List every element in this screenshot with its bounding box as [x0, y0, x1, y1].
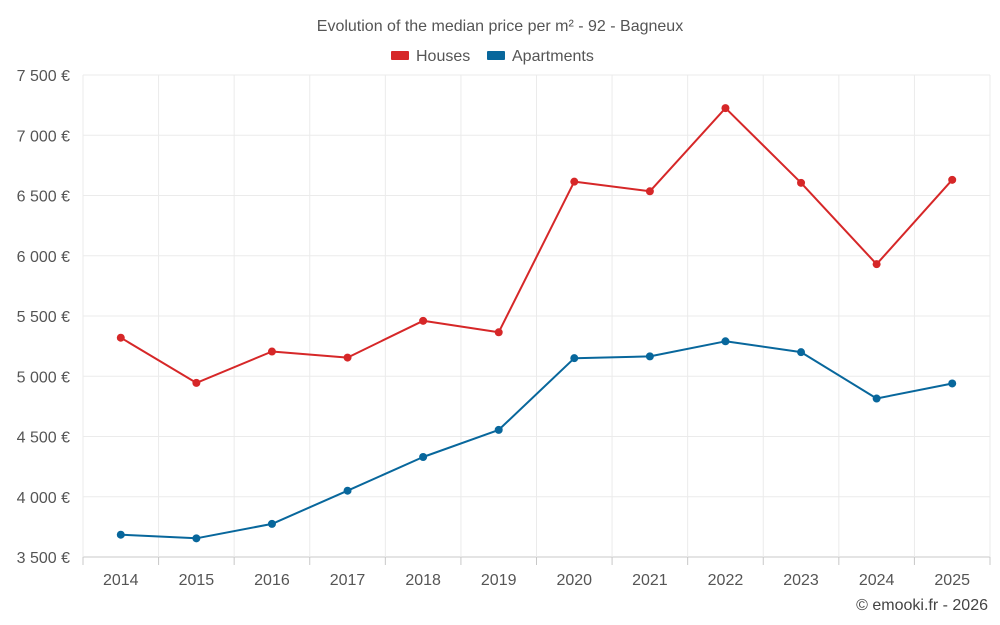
y-tick-label: 7 500 €: [17, 68, 70, 85]
x-tick-label: 2025: [934, 572, 970, 589]
data-point-apartments[interactable]: [645, 352, 654, 361]
data-point-apartments[interactable]: [797, 348, 806, 357]
series-line-houses: [120, 107, 953, 384]
y-tick-label: 7 000 €: [17, 128, 70, 145]
x-tick-label: 2019: [481, 572, 517, 589]
grid: [82, 74, 991, 565]
data-point-houses[interactable]: [116, 333, 125, 342]
series: [116, 104, 957, 543]
legend-swatch-apartments: [487, 51, 505, 60]
x-tick-label: 2015: [179, 572, 215, 589]
legend-label-apartments: Apartments: [512, 48, 594, 65]
legend-swatch-houses: [391, 51, 409, 60]
x-tick-label: 2023: [783, 572, 819, 589]
x-tick-label: 2018: [405, 572, 441, 589]
y-tick-label: 6 500 €: [17, 189, 70, 206]
data-point-houses[interactable]: [192, 378, 201, 387]
x-axis-ticks: 2014 2015 2016 2017 2018 2019 2020 2021 2022 2023…: [103, 572, 970, 589]
legend-item-houses[interactable]: Houses: [391, 48, 470, 65]
data-point-houses[interactable]: [872, 260, 881, 269]
y-tick-label: 6 000 €: [17, 249, 70, 266]
data-point-apartments[interactable]: [419, 452, 428, 461]
x-tick-label: 2022: [708, 572, 744, 589]
data-point-houses[interactable]: [343, 353, 352, 362]
y-tick-label: 3 500 €: [17, 550, 70, 567]
data-point-apartments[interactable]: [570, 354, 579, 363]
data-point-houses[interactable]: [948, 175, 957, 184]
data-point-houses[interactable]: [721, 104, 730, 113]
y-axis-ticks: 3 500 € 4 000 € 4 500 € 5 000 € 5 500 € 6 000…: [17, 68, 70, 567]
x-tick-label: 2021: [632, 572, 668, 589]
x-tick-label: 2017: [330, 572, 366, 589]
data-point-houses[interactable]: [419, 316, 428, 325]
legend-item-apartments[interactable]: Apartments: [487, 48, 594, 65]
x-tick-label: 2020: [556, 572, 592, 589]
series-line-apartments: [120, 340, 953, 540]
y-tick-label: 5 500 €: [17, 309, 70, 326]
chart-title: Evolution of the median price per m² - 9…: [317, 18, 683, 35]
data-point-houses[interactable]: [267, 347, 276, 356]
series-houses: [116, 104, 957, 387]
data-point-apartments[interactable]: [948, 379, 957, 388]
data-point-apartments[interactable]: [116, 530, 125, 539]
y-tick-label: 5 000 €: [17, 369, 70, 386]
y-tick-label: 4 000 €: [17, 490, 70, 507]
legend: Houses Apartments: [391, 48, 594, 65]
credit-text: © emooki.fr - 2026: [856, 597, 988, 614]
x-tick-label: 2014: [103, 572, 139, 589]
data-point-apartments[interactable]: [721, 337, 730, 346]
legend-label-houses: Houses: [416, 48, 470, 65]
data-point-apartments[interactable]: [192, 534, 201, 543]
y-tick-label: 4 500 €: [17, 430, 70, 447]
data-point-apartments[interactable]: [872, 394, 881, 403]
series-apartments: [116, 337, 957, 543]
x-tick-label: 2016: [254, 572, 290, 589]
x-tick-label: 2024: [859, 572, 895, 589]
data-point-houses[interactable]: [645, 187, 654, 196]
data-point-apartments[interactable]: [343, 486, 352, 495]
data-point-apartments[interactable]: [267, 519, 276, 528]
data-point-apartments[interactable]: [494, 425, 503, 434]
data-point-houses[interactable]: [570, 177, 579, 186]
data-point-houses[interactable]: [797, 178, 806, 187]
data-point-houses[interactable]: [494, 328, 503, 337]
